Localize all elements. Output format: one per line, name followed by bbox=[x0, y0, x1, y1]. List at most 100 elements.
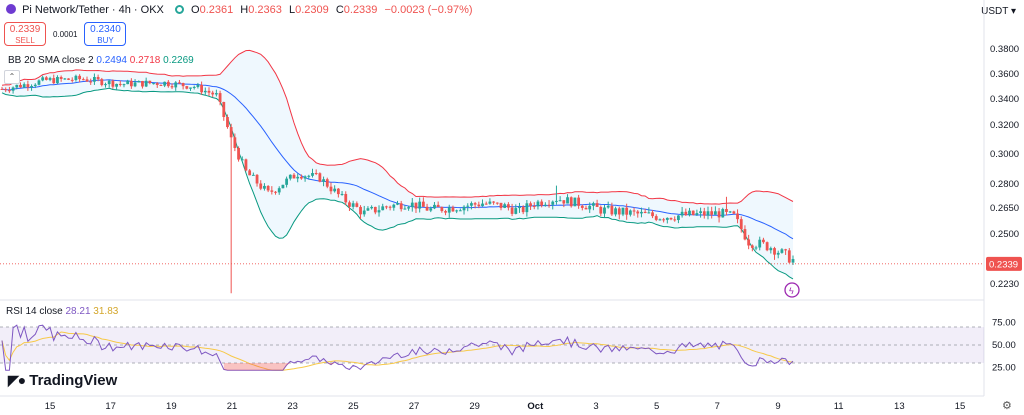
candle-body bbox=[115, 83, 118, 87]
candle-body bbox=[787, 250, 791, 263]
candle-body bbox=[362, 210, 366, 215]
candle-body bbox=[536, 201, 540, 207]
candle-body bbox=[518, 206, 521, 209]
candle-body bbox=[222, 102, 226, 118]
candle-body bbox=[677, 215, 680, 221]
candle-body bbox=[621, 207, 625, 215]
candle-body bbox=[451, 207, 455, 212]
candle-body bbox=[59, 76, 63, 79]
candle-body bbox=[466, 205, 470, 207]
bb-lower-value: 0.2269 bbox=[163, 55, 194, 66]
x-tick-label: 23 bbox=[287, 401, 298, 412]
candle-body bbox=[521, 206, 525, 213]
rsi-legend[interactable]: RSI 14 close 28.21 31.83 bbox=[6, 306, 118, 317]
candle-body bbox=[4, 89, 8, 91]
candle-body bbox=[555, 200, 558, 202]
collapse-legend-button[interactable]: ⌃ bbox=[4, 70, 20, 84]
candle-body bbox=[207, 90, 211, 93]
candle-body bbox=[322, 179, 325, 182]
candle-body bbox=[566, 197, 569, 204]
candle-body bbox=[658, 219, 662, 221]
candle-body bbox=[307, 175, 311, 177]
candle-body bbox=[477, 204, 481, 207]
candle-body bbox=[377, 210, 381, 213]
last-price-tag bbox=[986, 256, 1022, 271]
candle-body bbox=[673, 219, 677, 221]
candle-body bbox=[281, 184, 285, 189]
candle-body bbox=[773, 248, 776, 255]
candle-body bbox=[580, 205, 584, 208]
candle-body bbox=[695, 213, 699, 215]
symbol-header: Pi Network/Tether · 4h · OKX O0.2361 H 0.… bbox=[6, 4, 477, 16]
candle-body bbox=[122, 84, 126, 86]
candle-body bbox=[728, 211, 732, 213]
candle-body bbox=[37, 80, 41, 85]
ohlc-open-value: 0.2361 bbox=[199, 4, 234, 16]
sell-button[interactable]: 0.2339 SELL bbox=[4, 22, 46, 46]
candle-body bbox=[388, 206, 392, 208]
candle-body bbox=[181, 82, 185, 87]
tradingview-logo[interactable]: ◤● TradingView bbox=[8, 372, 117, 389]
candle-body bbox=[333, 188, 337, 192]
candle-body bbox=[610, 205, 614, 215]
symbol-title[interactable]: Pi Network/Tether · 4h · OKX bbox=[22, 4, 164, 16]
candle-body bbox=[636, 211, 640, 214]
buy-price: 0.2340 bbox=[90, 24, 121, 35]
candle-body bbox=[569, 197, 573, 207]
candle-body bbox=[499, 202, 503, 208]
candle-body bbox=[510, 207, 514, 214]
candle-body bbox=[599, 206, 603, 214]
rsi-tick-label: 25.00 bbox=[992, 363, 1016, 374]
candle-body bbox=[148, 80, 152, 84]
candle-body bbox=[710, 211, 714, 215]
candle-body bbox=[584, 207, 588, 210]
ohlc-close-value: 0.2339 bbox=[343, 4, 378, 16]
candle-body bbox=[632, 210, 636, 212]
candle-body bbox=[628, 210, 632, 215]
candle-body bbox=[684, 211, 688, 216]
candle-body bbox=[85, 79, 89, 82]
candle-body bbox=[166, 81, 170, 87]
x-tick-label: 21 bbox=[227, 401, 238, 412]
candle-body bbox=[699, 211, 702, 214]
candle-body bbox=[433, 204, 436, 209]
candle-body bbox=[336, 188, 340, 195]
candle-body bbox=[791, 259, 795, 263]
candle-body bbox=[89, 81, 93, 83]
candle-body bbox=[277, 188, 281, 193]
candle-body bbox=[717, 211, 721, 218]
candle-body bbox=[325, 179, 329, 187]
candle-body bbox=[769, 248, 773, 251]
candle-body bbox=[144, 80, 148, 87]
bb-legend[interactable]: BB 20 SMA close 2 0.2494 0.2718 0.2269 bbox=[8, 55, 194, 66]
candle-body bbox=[288, 174, 292, 179]
candle-body bbox=[440, 207, 444, 212]
y-tick-label: 0.3800 bbox=[990, 44, 1019, 55]
candle-body bbox=[15, 84, 19, 88]
ohlc-high-key: H bbox=[240, 4, 249, 16]
candle-body bbox=[488, 201, 492, 204]
candle-body bbox=[558, 200, 562, 202]
candle-body bbox=[403, 208, 407, 210]
candle-body bbox=[33, 84, 37, 87]
candle-body bbox=[399, 203, 403, 210]
candle-body bbox=[492, 201, 496, 203]
candle-body bbox=[159, 84, 163, 86]
sell-label: SELL bbox=[15, 36, 35, 45]
candle-body bbox=[100, 79, 104, 86]
currency-selector[interactable]: USDT ▾ bbox=[981, 6, 1016, 17]
buy-button[interactable]: 0.2340 BUY bbox=[84, 22, 127, 46]
ohlc-close-key: C bbox=[335, 4, 344, 16]
candle-body bbox=[248, 170, 252, 176]
candle-body bbox=[137, 81, 141, 83]
candle-body bbox=[588, 205, 592, 210]
buy-label: BUY bbox=[97, 36, 114, 45]
y-tick-label: 0.2230 bbox=[990, 279, 1019, 290]
candle-body bbox=[647, 212, 651, 214]
ohlc-open-key: O bbox=[191, 4, 200, 16]
rsi-tick-label: 50.00 bbox=[992, 340, 1016, 351]
bb-upper-value: 0.2718 bbox=[129, 55, 161, 66]
candle-body bbox=[455, 210, 459, 212]
x-tick-label: 3 bbox=[593, 401, 598, 412]
